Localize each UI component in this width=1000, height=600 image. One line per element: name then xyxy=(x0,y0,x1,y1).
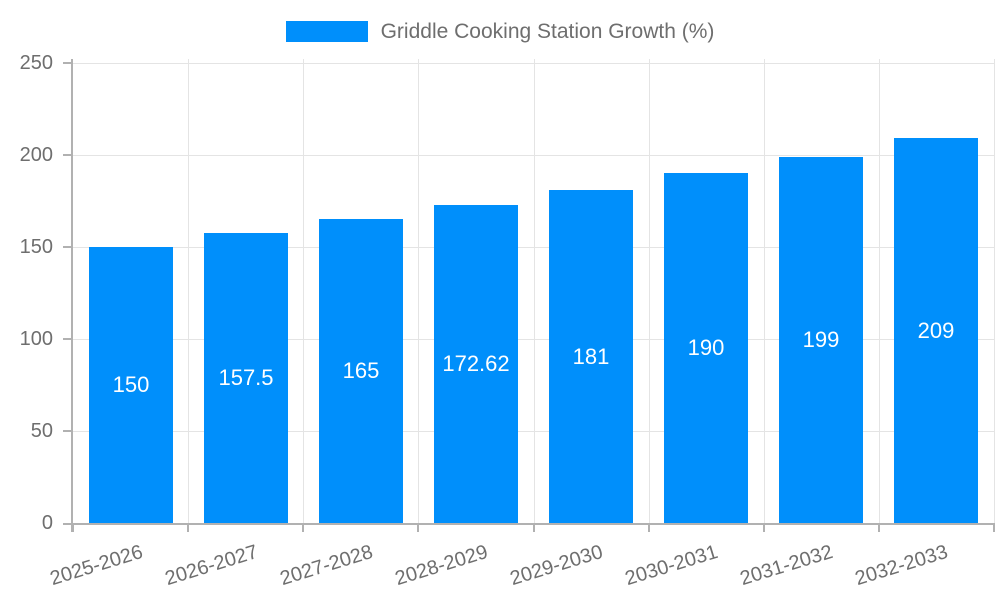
x-axis-line xyxy=(63,523,994,525)
bar-value-label: 165 xyxy=(342,358,380,383)
legend-label: Griddle Cooking Station Growth (%) xyxy=(380,20,715,43)
bar-value-label: 157.5 xyxy=(218,365,274,390)
y-axis-tick-label: 50 xyxy=(30,420,53,442)
bar: 150 xyxy=(89,247,173,523)
y-axis-tick xyxy=(63,338,73,340)
legend-swatch-icon xyxy=(285,21,368,42)
x-axis-tick xyxy=(417,523,419,532)
x-axis-tick xyxy=(993,523,995,532)
y-axis-tick xyxy=(63,62,73,64)
y-axis-tick-label: 150 xyxy=(19,236,53,258)
gridline-horizontal xyxy=(73,247,994,248)
y-axis-tick xyxy=(63,154,73,156)
x-axis-tick xyxy=(72,523,74,532)
y-axis-tick-label: 250 xyxy=(19,52,53,74)
bar-value-label: 209 xyxy=(917,317,955,343)
legend[interactable]: Griddle Cooking Station Growth (%) xyxy=(0,20,1000,43)
bar: 190 xyxy=(664,173,748,523)
bar: 181 xyxy=(549,190,633,523)
gridline-horizontal xyxy=(73,63,994,64)
y-axis-tick xyxy=(63,430,73,432)
x-axis-tick xyxy=(763,523,765,532)
bar-value-label: 199 xyxy=(802,327,840,352)
bar: 209 xyxy=(894,138,978,523)
y-axis-tick-label: 200 xyxy=(19,144,53,166)
gridline-vertical xyxy=(418,59,419,523)
bar-value-label: 181 xyxy=(572,343,610,369)
gridline-vertical xyxy=(188,59,189,523)
y-axis-tick xyxy=(63,246,73,248)
y-axis-line xyxy=(71,59,73,532)
gridline-vertical xyxy=(534,59,535,523)
y-axis-tick-label: 0 xyxy=(41,512,53,534)
gridline-vertical xyxy=(649,59,650,523)
gridline-horizontal xyxy=(73,339,994,340)
gridline-vertical xyxy=(764,59,765,523)
bar-value-label: 172.62 xyxy=(442,351,510,376)
bar: 199 xyxy=(779,157,863,523)
gridline-vertical xyxy=(303,59,304,523)
y-axis-tick-label: 100 xyxy=(19,328,53,350)
gridline-horizontal xyxy=(73,431,994,432)
x-axis-tick xyxy=(302,523,304,532)
gridline-horizontal xyxy=(73,155,994,156)
x-axis-tick xyxy=(648,523,650,532)
bar: 157.5 xyxy=(204,233,288,523)
gridline-vertical xyxy=(879,59,880,523)
bar-value-label: 190 xyxy=(687,335,725,360)
bar: 172.62 xyxy=(434,205,518,523)
bar-value-label: 150 xyxy=(112,372,150,397)
bar: 165 xyxy=(319,219,403,523)
x-axis-tick xyxy=(533,523,535,532)
x-axis-tick xyxy=(187,523,189,532)
x-axis-tick xyxy=(878,523,880,532)
gridline-vertical xyxy=(994,59,995,523)
